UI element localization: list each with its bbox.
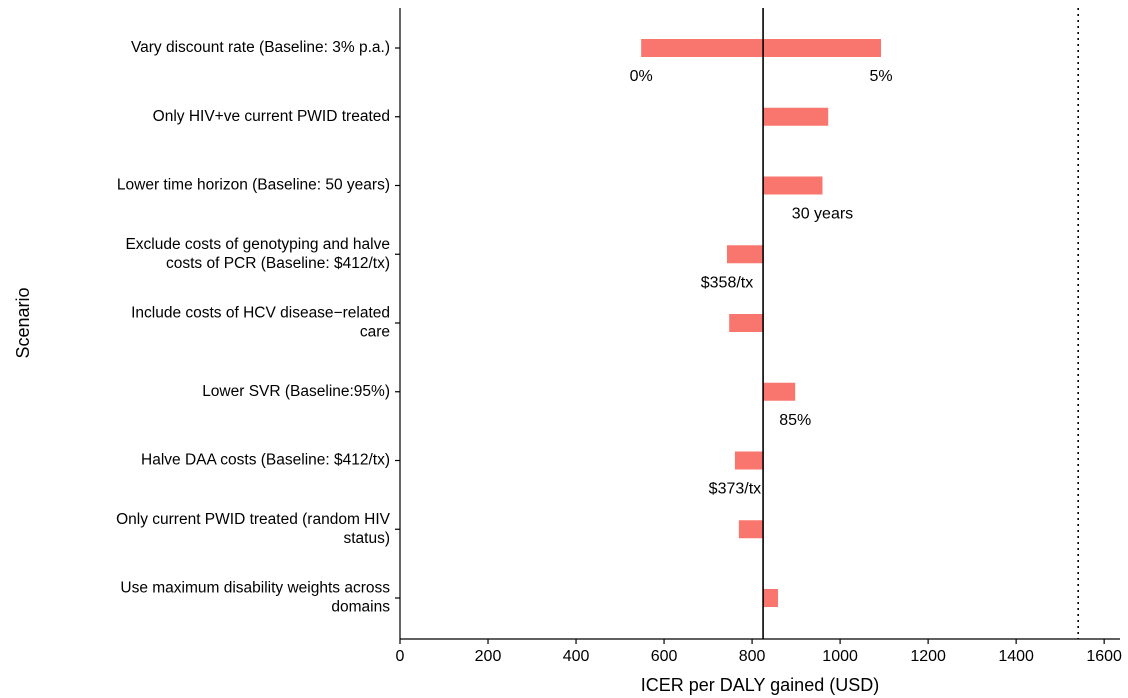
x-tick-label: 0 — [396, 648, 405, 665]
x-tick-label: 1600 — [1086, 648, 1122, 665]
bar — [763, 589, 779, 607]
x-tick-label: 200 — [475, 648, 502, 665]
x-tick-label: 1200 — [910, 648, 946, 665]
y-tick-label: Lower time horizon (Baseline: 50 years) — [117, 177, 390, 194]
bar — [763, 107, 829, 126]
y-tick-label: Only HIV+ve current PWID treated — [153, 108, 390, 125]
bar-label: 85% — [779, 412, 811, 429]
bar — [641, 39, 882, 57]
bar-label: $358/tx — [701, 274, 753, 291]
bar-label: 0% — [630, 68, 653, 85]
bar — [763, 176, 823, 195]
x-tick-label: 400 — [563, 648, 590, 665]
y-tick-label: Include costs of HCV disease−related care — [131, 305, 390, 341]
bar — [763, 382, 796, 401]
y-axis-title: Scenario — [13, 287, 33, 358]
x-tick-label: 800 — [739, 648, 766, 665]
y-tick-label: Only current PWID treated (random HIV sta… — [116, 511, 391, 547]
bar-label: $373/tx — [709, 481, 761, 498]
bar — [734, 451, 764, 470]
bar-label: 5% — [869, 68, 892, 85]
bar — [738, 520, 764, 539]
y-tick-label: Lower SVR (Baseline:95%) — [202, 383, 390, 400]
y-tick-label: Halve DAA costs (Baseline: $412/tx) — [141, 452, 390, 469]
x-tick-label: 1400 — [998, 648, 1034, 665]
x-tick-label: 1000 — [822, 648, 858, 665]
y-tick-label: Use maximum disability weights across dom… — [120, 580, 390, 616]
bar — [729, 314, 764, 332]
y-tick-label: Vary discount rate (Baseline: 3% p.a.) — [131, 39, 390, 56]
y-tick-label: Exclude costs of genotyping and halve cos… — [125, 236, 390, 272]
x-tick-label: 600 — [651, 648, 678, 665]
bar-label: 30 years — [792, 206, 853, 223]
x-axis-title: ICER per DALY gained (USD) — [641, 675, 879, 695]
bar — [726, 245, 764, 264]
